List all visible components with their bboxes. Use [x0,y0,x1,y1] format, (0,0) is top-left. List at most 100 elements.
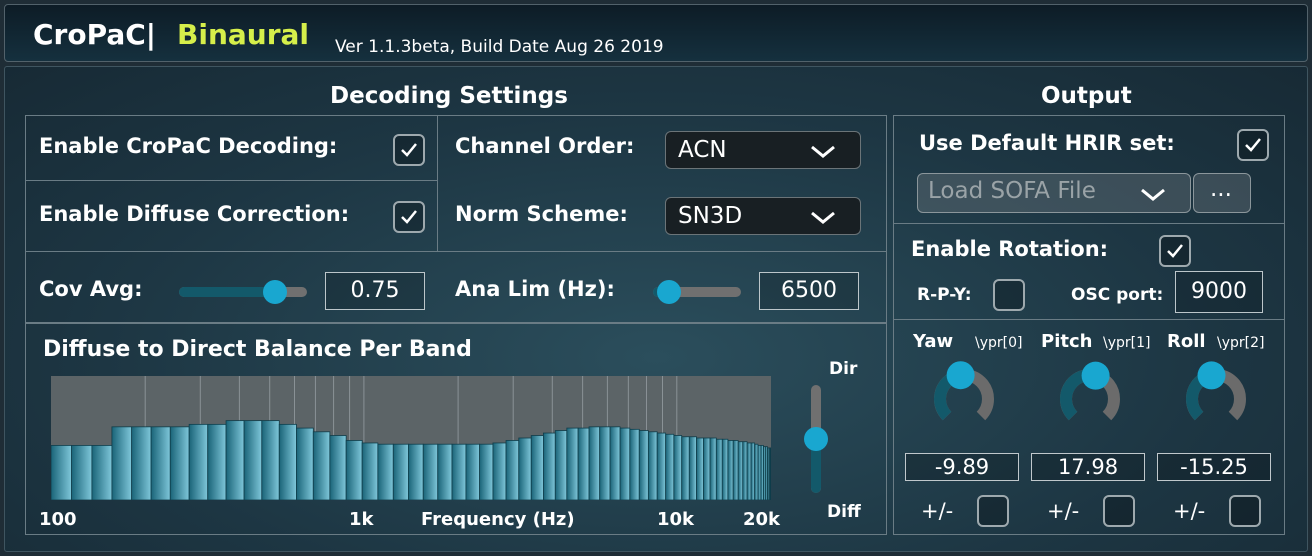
flip-roll-checkbox[interactable] [1229,495,1261,527]
cov-avg-value[interactable]: 0.75 [325,272,425,310]
band-bar[interactable] [225,420,245,500]
enable-diffuse-checkbox[interactable] [393,201,425,233]
band-bar[interactable] [377,443,394,500]
band-bar[interactable] [422,443,439,500]
band-bar[interactable] [542,432,556,500]
band-bar[interactable] [721,438,729,500]
band-bar[interactable] [479,443,494,500]
enable-rotation-checkbox[interactable] [1159,235,1191,267]
band-bar[interactable] [647,431,658,500]
browse-sofa-button[interactable]: ... [1193,173,1251,213]
band-bar[interactable] [609,426,621,500]
band-bar[interactable] [665,433,675,500]
band-bar[interactable] [278,423,297,500]
cov-avg-slider-fill [179,287,275,297]
cov-avg-slider[interactable] [179,280,307,304]
output-title: Output [1041,83,1132,109]
band-bar[interactable] [111,426,133,500]
band-bar[interactable] [619,427,631,500]
default-hrir-checkbox[interactable] [1237,129,1269,161]
band-bar[interactable] [681,436,690,500]
ana-lim-value[interactable]: 6500 [759,272,859,310]
band-bar[interactable] [696,437,704,500]
band-bar[interactable] [71,445,93,500]
band-bar[interactable] [703,437,711,500]
band-bar[interactable] [329,435,347,500]
decoding-settings-panel [25,115,887,323]
band-bar[interactable] [296,427,314,500]
band-bar[interactable] [505,440,520,500]
band-bar[interactable] [169,426,190,500]
channel-order-dropdown[interactable]: ACN [665,131,861,169]
band-bar[interactable] [361,442,379,500]
band-bar[interactable] [261,420,280,500]
rpy-label: R-P-Y: [917,285,972,305]
band-bar[interactable] [673,435,683,500]
knob-thumb[interactable] [1197,361,1226,390]
balance-chart[interactable] [51,376,771,500]
band-bar[interactable] [207,423,227,500]
band-bar[interactable] [732,440,739,500]
ana-lim-slider[interactable] [653,280,741,304]
band-bar[interactable] [530,435,544,500]
band-bar[interactable] [715,438,723,500]
osc-port-label: OSC port: [1071,285,1164,305]
band-bar[interactable] [345,440,363,500]
band-bar[interactable] [656,432,667,500]
band-bar[interactable] [599,426,611,500]
band-bar[interactable] [757,445,762,500]
app-subtitle: Binaural [177,18,310,51]
band-bar[interactable] [91,445,113,500]
flip-pitch-checkbox[interactable] [1103,495,1135,527]
rotary-knob-pitch[interactable] [1055,359,1125,429]
norm-scheme-dropdown[interactable]: SN3D [665,197,861,235]
checkmark-icon [401,210,417,224]
band-bar[interactable] [554,430,568,500]
band-bar[interactable] [588,426,601,500]
rotary-knob-roll[interactable] [1181,359,1251,429]
band-bar[interactable] [750,442,756,500]
band-bar[interactable] [688,436,697,500]
rotary-knob-yaw[interactable] [929,359,999,429]
band-bar[interactable] [629,428,640,500]
ana-lim-slider-thumb[interactable] [656,280,681,304]
band-bar[interactable] [150,426,171,500]
checkmark-icon [1245,138,1261,152]
band-bar[interactable] [465,443,481,500]
band-bar[interactable] [131,426,152,500]
band-bar[interactable] [51,445,72,500]
chevron-down-icon [811,211,835,224]
band-bar[interactable] [188,423,209,500]
knob-osc-address: \ypr[0] [975,335,1023,351]
band-bar[interactable] [746,442,752,500]
band-bar[interactable] [243,420,263,500]
band-bar[interactable] [709,437,717,500]
balance-slider[interactable] [804,385,828,493]
flip-yaw-checkbox[interactable] [977,495,1009,527]
band-bar[interactable] [437,443,453,500]
balance-slider-thumb[interactable] [804,427,828,451]
band-bar[interactable] [577,427,590,500]
knob-value-pitch[interactable]: 17.98 [1031,453,1145,481]
band-bar[interactable] [566,427,579,500]
knob-thumb[interactable] [946,361,975,390]
band-bar[interactable] [742,441,748,500]
band-bar[interactable] [492,442,507,500]
cov-avg-slider-thumb[interactable] [263,280,287,304]
osc-port-input[interactable]: 9000 [1175,271,1263,313]
band-bar[interactable] [754,443,759,500]
band-bar[interactable] [737,441,744,500]
band-bar[interactable] [518,437,532,500]
knob-value-roll[interactable]: -15.25 [1157,453,1271,481]
knob-thumb[interactable] [1081,361,1110,390]
knob-value-yaw[interactable]: -9.89 [905,453,1019,481]
rpy-checkbox[interactable] [993,279,1025,311]
band-bar[interactable] [392,443,409,500]
enable-cropac-checkbox[interactable] [393,134,425,166]
band-bar[interactable] [407,443,424,500]
band-bar[interactable] [638,430,649,500]
band-bar[interactable] [312,431,331,500]
load-sofa-dropdown[interactable]: Load SOFA File [917,173,1191,213]
band-bar[interactable] [451,443,467,500]
band-bar[interactable] [727,440,734,500]
